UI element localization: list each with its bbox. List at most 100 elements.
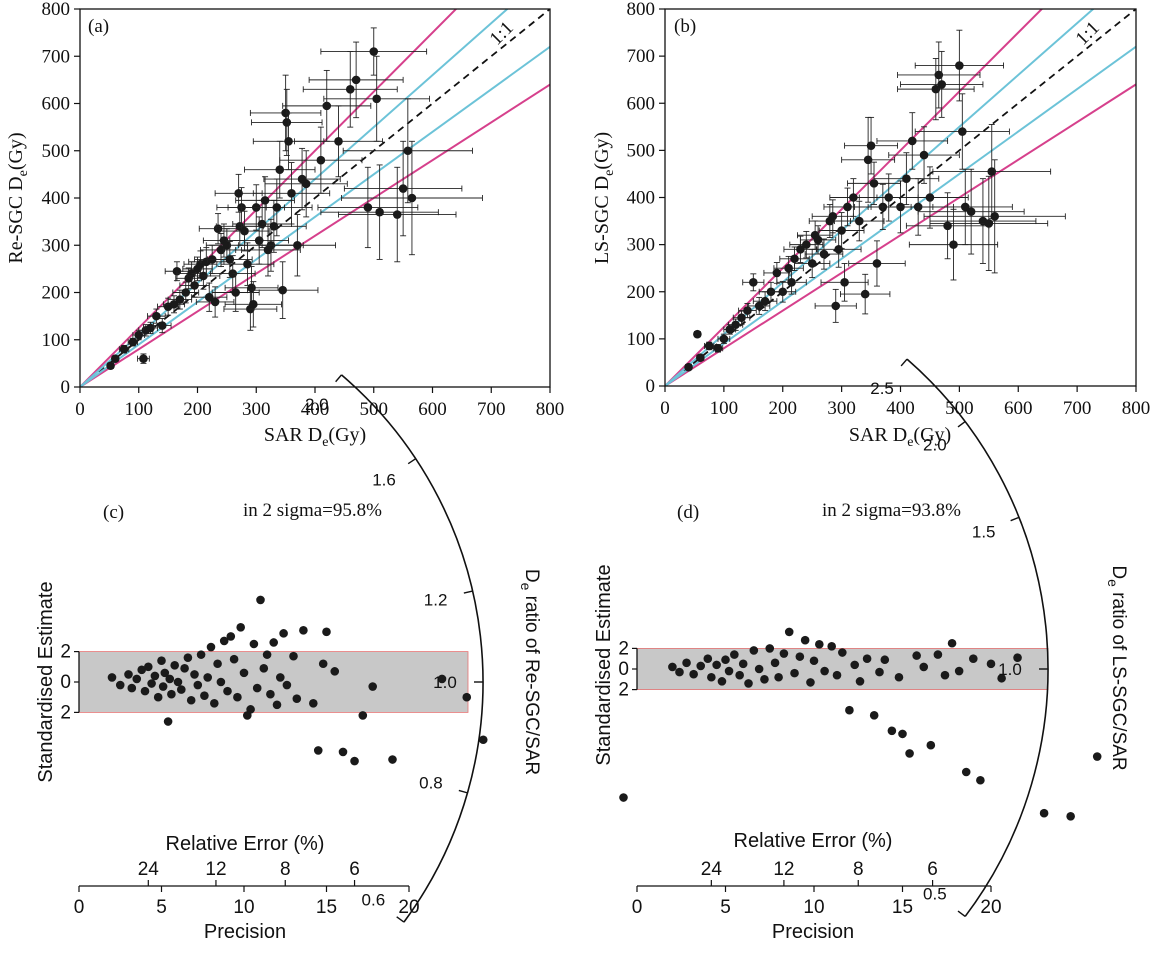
b-point-24 — [804, 238, 844, 270]
b-marker-27 — [831, 301, 841, 311]
d-ytick-label-2: 2 — [618, 680, 629, 701]
b-point-34 — [839, 273, 891, 315]
b-marker-2 — [696, 353, 705, 363]
c-point-54 — [299, 626, 308, 635]
c-point-25 — [196, 650, 206, 659]
b-ref-line-1 — [665, 9, 1044, 386]
a-marker-61 — [351, 75, 361, 85]
b-marker-17 — [787, 278, 796, 287]
c-point-19 — [177, 685, 186, 694]
b-marker-38 — [872, 259, 882, 268]
d-point-16 — [754, 664, 764, 674]
d-point-38 — [875, 667, 884, 677]
b-point-4 — [712, 344, 724, 353]
b-ytick-label-1: 100 — [627, 329, 656, 350]
a-marker-3 — [128, 337, 138, 347]
b-marker-4 — [713, 344, 723, 353]
d-point-52 — [969, 654, 978, 663]
a-marker-51 — [282, 118, 292, 127]
d-point-0 — [668, 662, 677, 672]
c-point-5 — [137, 665, 146, 675]
d-point-20 — [774, 672, 783, 682]
c-point-31 — [216, 677, 226, 687]
b-point-28 — [815, 230, 862, 268]
d-point-28 — [815, 639, 824, 649]
c-point-2 — [124, 670, 133, 679]
a-point-0 — [106, 361, 115, 371]
d-re-tick-label-2: 8 — [853, 859, 864, 880]
a-marker-56 — [301, 179, 311, 189]
a-marker-29 — [225, 255, 235, 264]
b-marker-54 — [960, 202, 970, 212]
a-marker-59 — [334, 137, 343, 146]
panel-d-data-points — [668, 627, 1102, 821]
d-xtick-label-0: 0 — [632, 897, 643, 918]
c-point-10 — [153, 692, 163, 702]
a-marker-26 — [216, 245, 226, 255]
c-point-21 — [183, 653, 193, 662]
c-point-9 — [150, 671, 160, 681]
a-point-9 — [152, 318, 172, 334]
a-marker-49 — [278, 285, 287, 295]
d-xtick-label-2: 10 — [803, 897, 824, 918]
a-ytick-label-6: 600 — [42, 94, 71, 115]
b-xtick-label-5: 500 — [945, 398, 974, 419]
panel-c-label: (c) — [103, 502, 124, 523]
a-xtick-label-0: 0 — [75, 399, 85, 420]
c-arc-tick-label-1: 0.8 — [419, 773, 443, 792]
b-marker-33 — [854, 216, 864, 226]
b-xtick-label-4: 400 — [886, 398, 915, 419]
a-marker-52 — [284, 137, 293, 146]
panel-c-annotation: in 2 sigma=95.8% — [243, 500, 382, 521]
d-arc-tick-label-1: 1.0 — [998, 660, 1022, 679]
b-marker-37 — [869, 179, 879, 188]
d-point-48 — [940, 670, 950, 680]
c-xtick-label-3: 15 — [316, 897, 337, 918]
b-marker-53 — [958, 127, 967, 136]
d-re-tick-label-3: 6 — [927, 859, 938, 880]
c-point-32 — [219, 636, 229, 646]
panel-b-data-points — [684, 29, 1066, 372]
d-point-17 — [760, 675, 769, 684]
c-point-1 — [115, 680, 125, 690]
b-marker-26 — [828, 212, 838, 221]
c-point-41 — [249, 639, 259, 649]
c-point-0 — [107, 673, 117, 682]
a-marker-7 — [146, 323, 155, 333]
c-arc-tick-3 — [463, 590, 473, 594]
b-point-36 — [844, 116, 899, 175]
a-point-66 — [338, 166, 457, 263]
b-ytick-label-2: 200 — [627, 282, 656, 303]
d-point-55 — [997, 673, 1006, 683]
a-marker-58 — [322, 101, 332, 111]
a-point-56 — [264, 150, 348, 218]
b-point-46 — [891, 166, 969, 229]
d-point-45 — [919, 662, 929, 672]
c-point-38 — [239, 668, 249, 678]
b-point-52 — [914, 29, 1004, 102]
d-point-15 — [749, 646, 759, 655]
b-marker-42 — [902, 174, 911, 183]
a-point-68 — [342, 98, 473, 204]
b-point-5 — [717, 333, 731, 345]
panel-d-annotation: in 2 sigma=93.8% — [822, 500, 961, 521]
a-marker-65 — [375, 207, 384, 217]
b-point-42 — [873, 152, 940, 206]
d-point-53 — [976, 775, 985, 785]
d-point-8 — [717, 677, 727, 686]
c-point-29 — [210, 698, 219, 708]
d-point-11 — [730, 650, 739, 659]
a-point-41 — [229, 216, 290, 265]
panel-a-y-axis-label: Re-SGC De(Gy) — [5, 132, 31, 263]
b-point-53 — [914, 93, 1010, 170]
a-marker-43 — [260, 196, 270, 205]
a-point-22 — [191, 282, 228, 312]
panel-b-y-ticks: 0 100 200 300 400 500 600 700 800 — [627, 0, 665, 397]
panel-a-label: (a) — [88, 16, 109, 37]
c-point-60 — [338, 747, 348, 757]
c-arc-tick-label-2: 1.0 — [433, 673, 457, 692]
b-point-11 — [748, 296, 771, 315]
b-marker-21 — [807, 259, 817, 268]
b-point-59 — [923, 159, 1066, 274]
c-point-6 — [140, 686, 150, 696]
